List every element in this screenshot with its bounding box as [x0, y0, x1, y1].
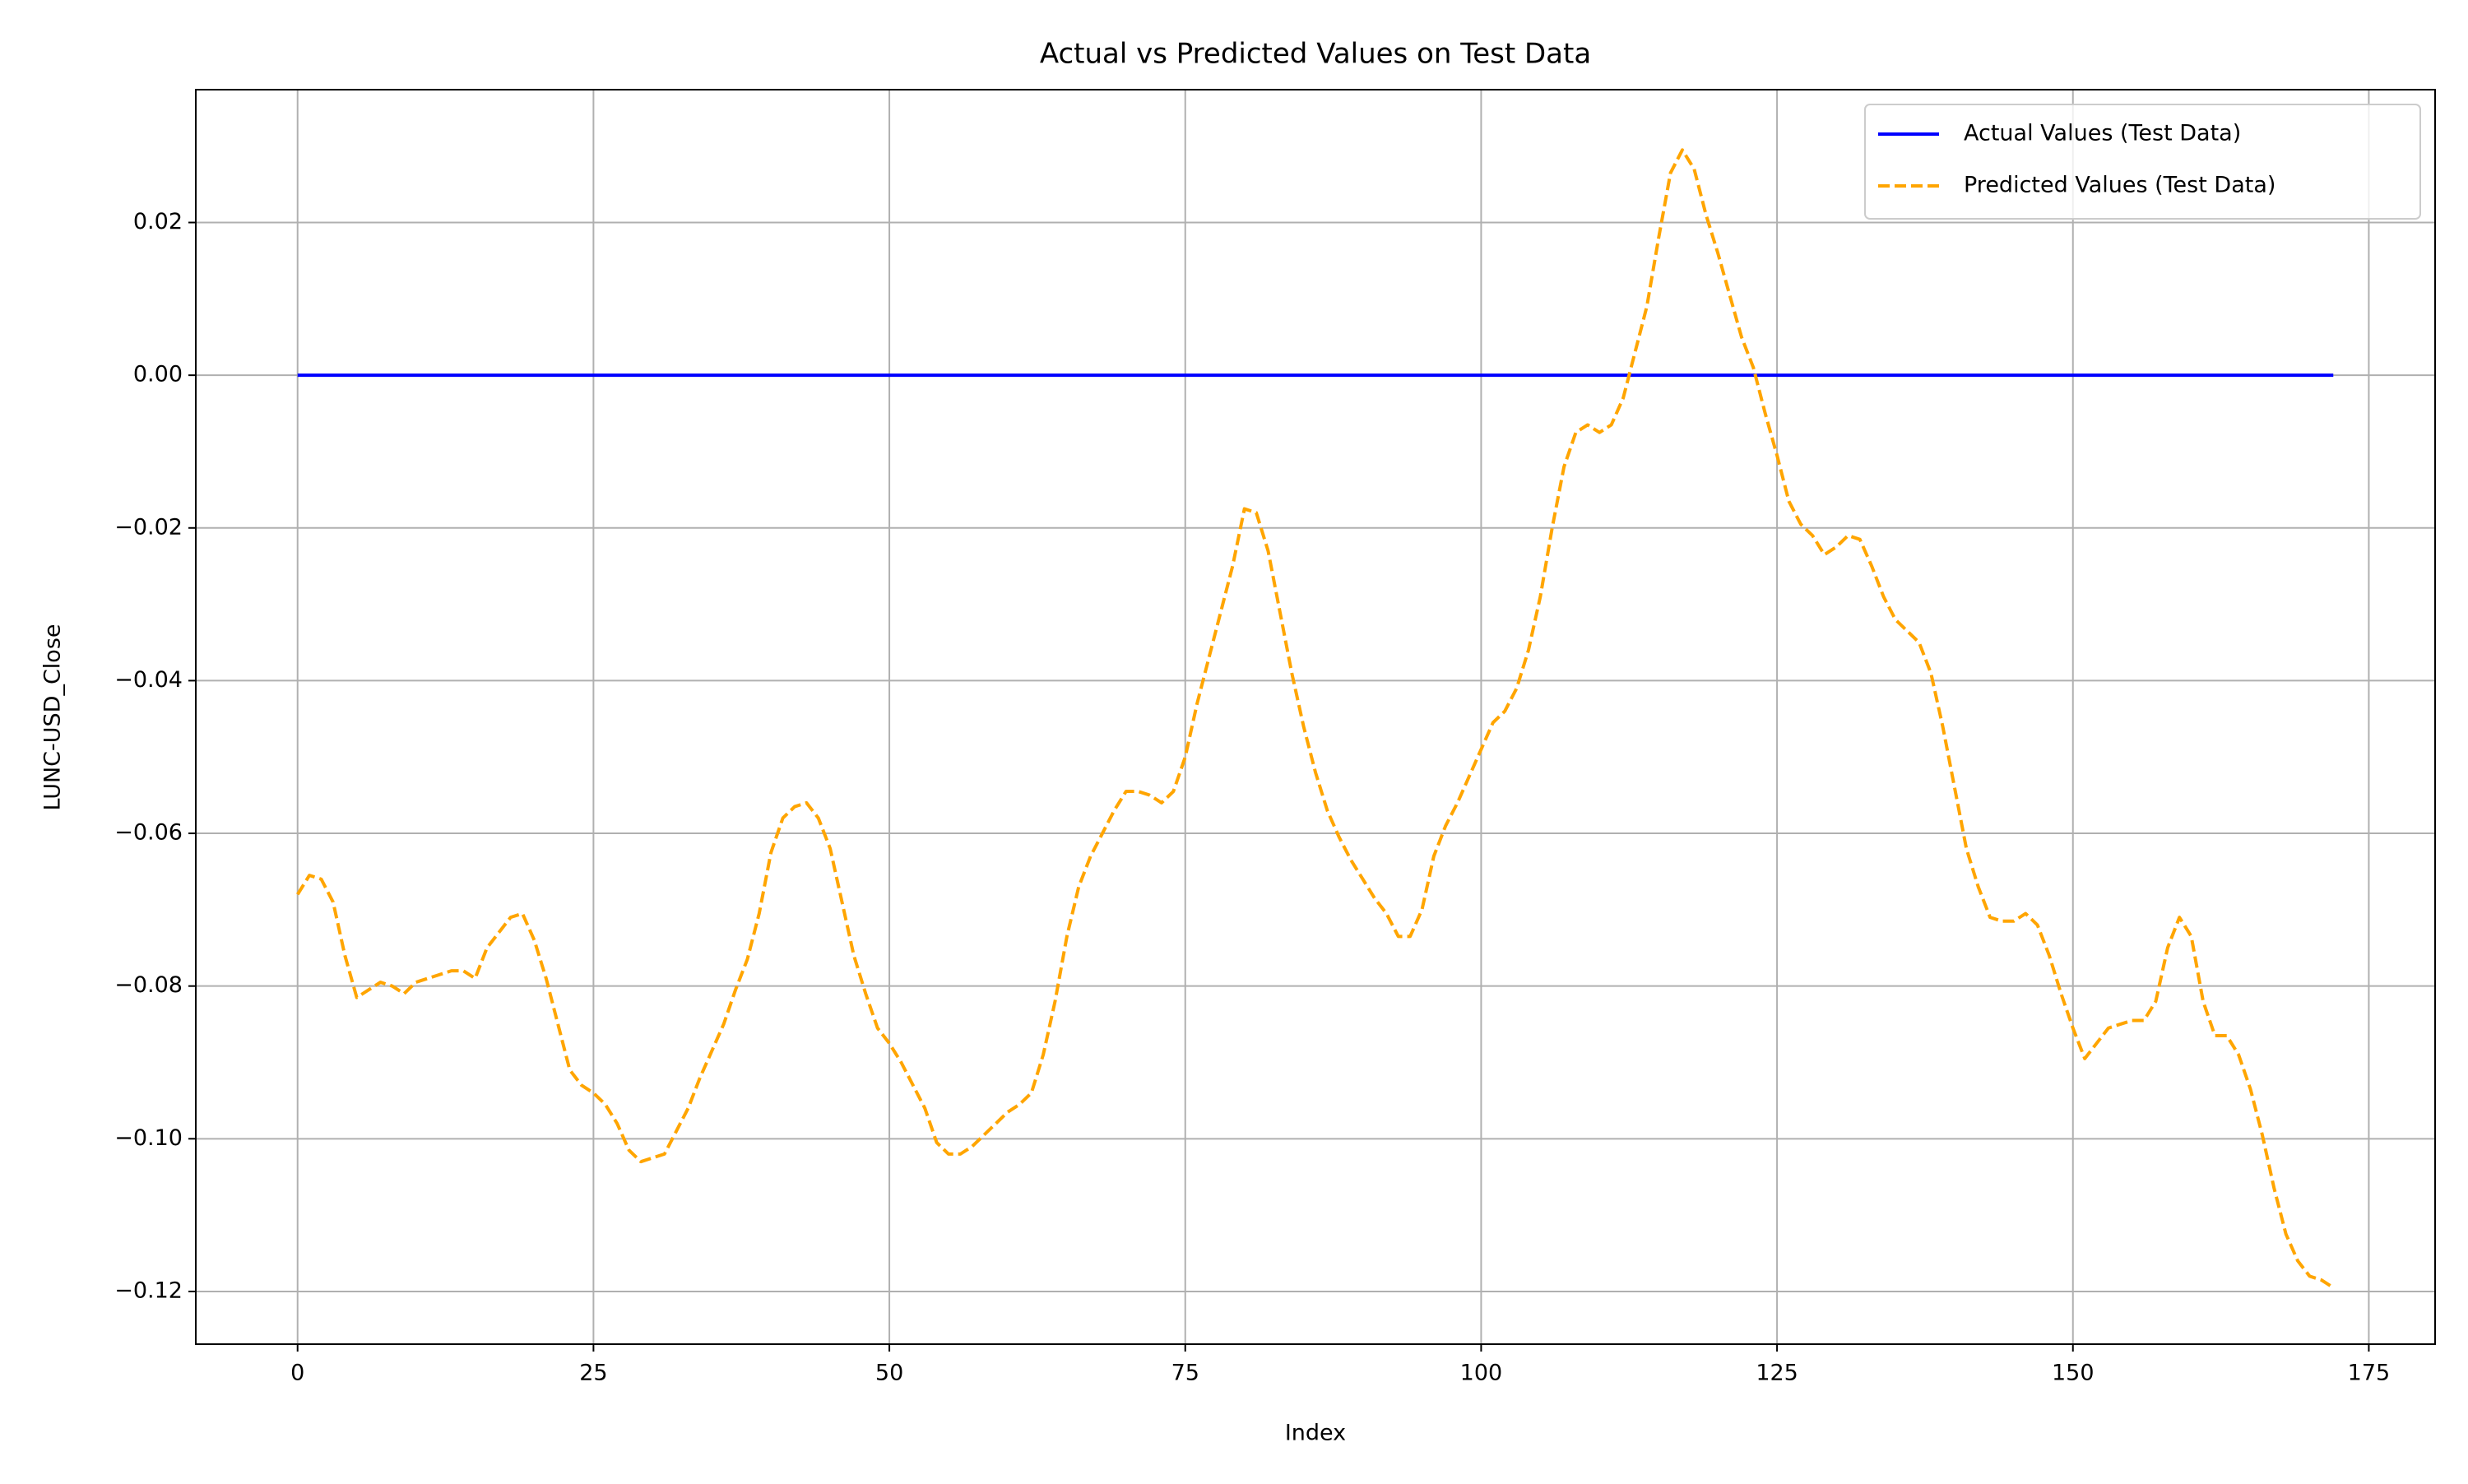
- x-tick-label: 75: [1171, 1361, 1199, 1386]
- chart-title: Actual vs Predicted Values on Test Data: [1040, 38, 1591, 71]
- y-tick-label: −0.10: [114, 1125, 183, 1151]
- y-axis-label: LUNC-USD_Close: [40, 624, 66, 811]
- legend-box: [1864, 104, 2421, 220]
- x-tick-label: 25: [579, 1361, 607, 1386]
- legend-label: Predicted Values (Test Data): [1964, 173, 2275, 198]
- y-tick-label: −0.08: [114, 972, 183, 998]
- x-tick-label: 50: [875, 1361, 903, 1386]
- y-tick-label: 0.00: [133, 362, 183, 387]
- y-tick-label: −0.12: [114, 1278, 183, 1303]
- plot-frame: [195, 89, 2436, 1345]
- x-axis-label: Index: [1285, 1421, 1346, 1446]
- y-tick-label: −0.04: [114, 667, 183, 693]
- x-tick-label: 100: [1460, 1361, 1503, 1386]
- series-line: [296, 148, 2335, 1289]
- x-tick-label: 150: [2052, 1361, 2095, 1386]
- x-tick-label: 0: [290, 1361, 304, 1386]
- x-tick-label: 175: [2348, 1361, 2391, 1386]
- x-tick-label: 125: [1756, 1361, 1798, 1386]
- y-tick-label: −0.06: [114, 820, 183, 846]
- y-tick-label: −0.02: [114, 514, 183, 540]
- legend-label: Actual Values (Test Data): [1964, 121, 2241, 146]
- y-tick-label: 0.02: [133, 209, 183, 234]
